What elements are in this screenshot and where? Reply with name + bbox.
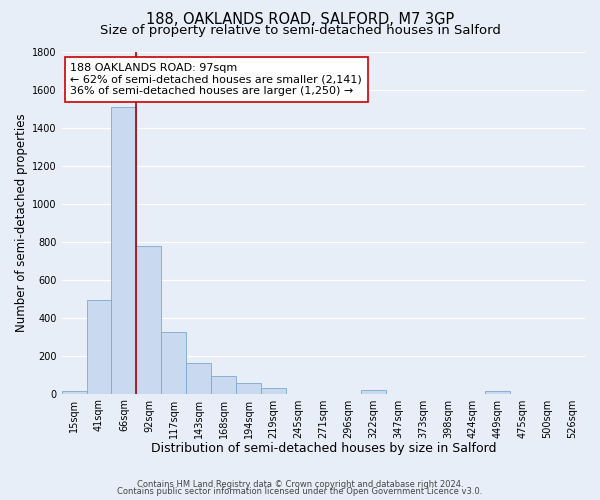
Bar bbox=[485, 390, 510, 394]
Bar bbox=[161, 332, 186, 394]
Bar bbox=[86, 300, 112, 394]
X-axis label: Distribution of semi-detached houses by size in Salford: Distribution of semi-detached houses by … bbox=[151, 442, 496, 455]
Bar bbox=[62, 390, 86, 394]
Bar bbox=[236, 383, 261, 394]
Bar bbox=[136, 246, 161, 394]
Bar bbox=[361, 390, 386, 394]
Bar bbox=[261, 388, 286, 394]
Text: 188, OAKLANDS ROAD, SALFORD, M7 3GP: 188, OAKLANDS ROAD, SALFORD, M7 3GP bbox=[146, 12, 454, 28]
Text: Size of property relative to semi-detached houses in Salford: Size of property relative to semi-detach… bbox=[100, 24, 500, 37]
Y-axis label: Number of semi-detached properties: Number of semi-detached properties bbox=[15, 113, 28, 332]
Bar bbox=[211, 376, 236, 394]
Bar bbox=[112, 106, 136, 394]
Bar bbox=[186, 363, 211, 394]
Text: Contains HM Land Registry data © Crown copyright and database right 2024.: Contains HM Land Registry data © Crown c… bbox=[137, 480, 463, 489]
Text: 188 OAKLANDS ROAD: 97sqm
← 62% of semi-detached houses are smaller (2,141)
36% o: 188 OAKLANDS ROAD: 97sqm ← 62% of semi-d… bbox=[70, 63, 362, 96]
Text: Contains public sector information licensed under the Open Government Licence v3: Contains public sector information licen… bbox=[118, 487, 482, 496]
